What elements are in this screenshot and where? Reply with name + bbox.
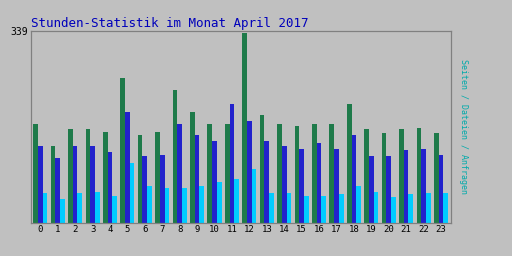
Bar bbox=[234, 178, 239, 223]
Bar bbox=[347, 104, 352, 223]
Bar bbox=[294, 126, 299, 223]
Bar bbox=[229, 104, 234, 223]
Bar bbox=[404, 150, 409, 223]
Bar bbox=[374, 191, 378, 223]
Bar bbox=[138, 135, 142, 223]
Bar bbox=[312, 124, 317, 223]
Bar bbox=[51, 146, 55, 223]
Bar bbox=[217, 182, 222, 223]
Bar bbox=[73, 146, 77, 223]
Bar bbox=[443, 193, 448, 223]
Bar bbox=[155, 132, 160, 223]
Bar bbox=[421, 149, 426, 223]
Bar bbox=[68, 129, 73, 223]
Bar bbox=[439, 155, 443, 223]
Bar bbox=[247, 121, 252, 223]
Bar bbox=[252, 169, 257, 223]
Bar bbox=[329, 124, 334, 223]
Bar bbox=[86, 129, 90, 223]
Bar bbox=[108, 152, 112, 223]
Bar bbox=[399, 129, 404, 223]
Bar bbox=[177, 124, 182, 223]
Bar bbox=[38, 146, 42, 223]
Bar bbox=[103, 132, 108, 223]
Bar bbox=[33, 124, 38, 223]
Bar bbox=[212, 141, 217, 223]
Bar bbox=[391, 197, 396, 223]
Bar bbox=[95, 191, 100, 223]
Bar bbox=[147, 186, 152, 223]
Bar bbox=[409, 194, 413, 223]
Bar bbox=[317, 143, 322, 223]
Bar bbox=[225, 124, 229, 223]
Bar bbox=[304, 196, 309, 223]
Bar bbox=[182, 188, 187, 223]
Bar bbox=[369, 156, 374, 223]
Bar bbox=[322, 196, 326, 223]
Bar bbox=[269, 193, 274, 223]
Bar bbox=[90, 146, 95, 223]
Bar bbox=[173, 90, 177, 223]
Bar bbox=[364, 129, 369, 223]
Bar bbox=[164, 188, 169, 223]
Bar bbox=[387, 156, 391, 223]
Bar bbox=[120, 78, 125, 223]
Bar bbox=[112, 196, 117, 223]
Bar bbox=[160, 155, 164, 223]
Bar bbox=[260, 115, 264, 223]
Bar bbox=[287, 193, 291, 223]
Bar bbox=[77, 193, 82, 223]
Bar bbox=[434, 133, 439, 223]
Bar bbox=[142, 156, 147, 223]
Bar bbox=[125, 112, 130, 223]
Bar bbox=[130, 163, 135, 223]
Bar bbox=[334, 149, 339, 223]
Bar bbox=[277, 124, 282, 223]
Bar bbox=[264, 141, 269, 223]
Y-axis label: Seiten / Dateien / Anfragen: Seiten / Dateien / Anfragen bbox=[459, 59, 468, 194]
Bar bbox=[200, 186, 204, 223]
Bar bbox=[339, 194, 344, 223]
Bar bbox=[416, 127, 421, 223]
Bar bbox=[195, 135, 200, 223]
Bar bbox=[60, 199, 65, 223]
Bar bbox=[381, 133, 387, 223]
Bar bbox=[207, 124, 212, 223]
Bar bbox=[282, 146, 287, 223]
Bar bbox=[299, 149, 304, 223]
Bar bbox=[356, 186, 361, 223]
Text: Stunden-Statistik im Monat April 2017: Stunden-Statistik im Monat April 2017 bbox=[31, 17, 308, 29]
Bar bbox=[426, 193, 431, 223]
Bar bbox=[242, 33, 247, 223]
Bar bbox=[55, 158, 60, 223]
Bar bbox=[190, 112, 195, 223]
Bar bbox=[42, 193, 47, 223]
Bar bbox=[352, 135, 356, 223]
